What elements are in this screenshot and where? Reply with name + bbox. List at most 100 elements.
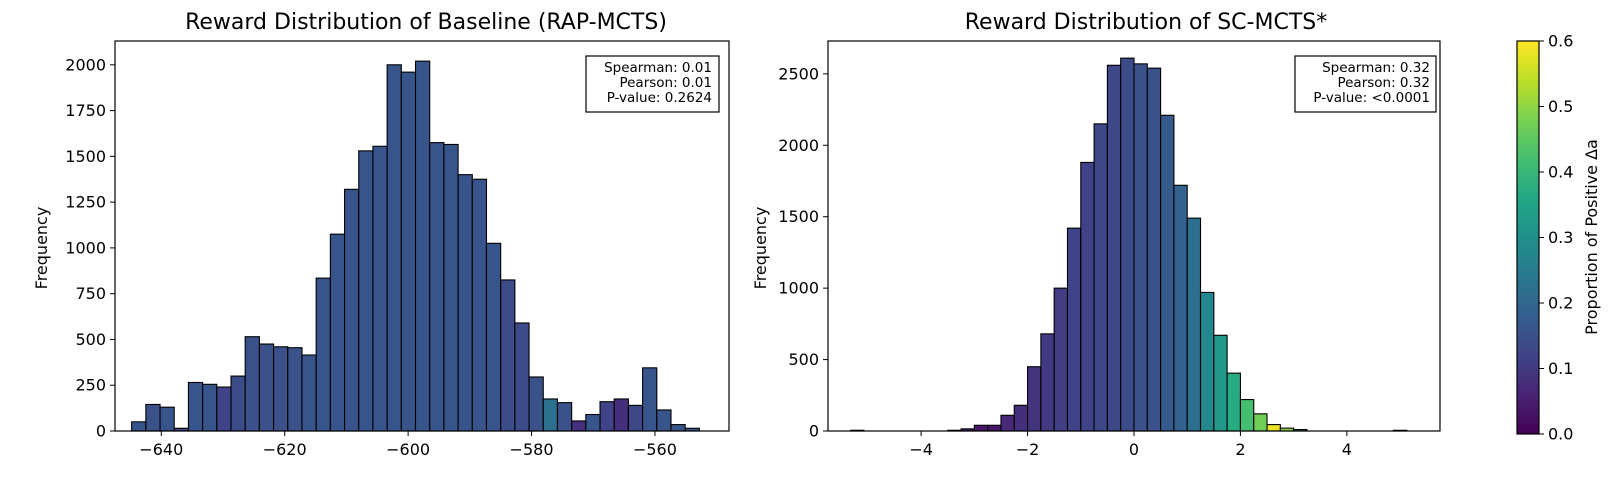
sc-mcts-y-tick-label: 0 bbox=[809, 422, 819, 441]
baseline-bar bbox=[514, 322, 530, 432]
sc-mcts-bar bbox=[987, 424, 1002, 432]
sc-mcts-y-axis-label: Frequency bbox=[751, 207, 770, 290]
sc-mcts-bar bbox=[1080, 161, 1095, 432]
baseline-bar bbox=[372, 145, 388, 432]
sc-mcts-axes: −4 −2 0 2 4 0 500 1000 1500 2000 2500 bbox=[778, 40, 1441, 459]
baseline-bar bbox=[358, 150, 374, 432]
sc-mcts-bar bbox=[1120, 57, 1135, 432]
sc-mcts-bar bbox=[1066, 227, 1082, 432]
baseline-y-tick-label: 1250 bbox=[65, 193, 106, 212]
baseline-axes: −640 −620 −600 −580 −560 0 250 500 750 1000 1250 15… bbox=[65, 40, 730, 459]
baseline-y-tick-label: 1500 bbox=[65, 147, 106, 166]
colorbar-tick-label: 0.6 bbox=[1548, 32, 1573, 51]
colorbar-ticks: 0.0 0.1 0.2 0.3 0.4 0.5 0.6 bbox=[1539, 32, 1573, 444]
sc-mcts-x-tick-label: 2 bbox=[1235, 440, 1245, 459]
sc-mcts-y-tick-label: 1500 bbox=[778, 207, 819, 226]
baseline-bar bbox=[315, 277, 331, 432]
sc-mcts-bar bbox=[1239, 399, 1255, 432]
baseline-bar bbox=[613, 398, 629, 432]
baseline-bar bbox=[187, 381, 204, 432]
baseline-bars bbox=[131, 60, 700, 432]
baseline-bar bbox=[145, 403, 161, 432]
sc-mcts-pearson: Pearson: 0.32 bbox=[1337, 75, 1430, 91]
sc-mcts-stats-box: Spearman: 0.32 Pearson: 0.32 P-value: <0… bbox=[1294, 55, 1437, 113]
baseline-y-axis-label: Frequency bbox=[32, 207, 51, 290]
sc-mcts-bar bbox=[1173, 184, 1188, 432]
sc-mcts-histogram-panel: Reward Distribution of SC-MCTS* Frequenc… bbox=[751, 10, 1441, 459]
colorbar-tick-label: 0.3 bbox=[1548, 228, 1573, 247]
baseline-chart-title: Reward Distribution of Baseline (RAP-MCT… bbox=[185, 10, 667, 35]
baseline-bar bbox=[443, 143, 459, 432]
baseline-bar bbox=[471, 178, 488, 432]
baseline-bar bbox=[585, 413, 601, 432]
baseline-bar bbox=[599, 401, 615, 432]
baseline-p-value: P-value: 0.2624 bbox=[607, 90, 712, 106]
baseline-bar bbox=[571, 420, 587, 432]
baseline-y-tick-label: 750 bbox=[75, 284, 106, 303]
baseline-bar bbox=[500, 279, 516, 432]
sc-mcts-bar bbox=[1133, 63, 1148, 432]
colorbar-tick-label: 0.5 bbox=[1548, 97, 1573, 116]
sc-mcts-bar bbox=[1106, 64, 1122, 432]
baseline-bar bbox=[230, 375, 246, 432]
sc-mcts-y-tick-label: 2000 bbox=[778, 136, 819, 155]
sc-mcts-bar bbox=[1213, 334, 1228, 432]
baseline-y-tick-label: 0 bbox=[96, 422, 106, 441]
colorbar-tick-label: 0.0 bbox=[1548, 425, 1573, 444]
baseline-x-tick-label: −640 bbox=[139, 440, 183, 459]
baseline-bar bbox=[273, 346, 289, 432]
baseline-bar bbox=[542, 398, 559, 432]
sc-mcts-bar bbox=[1040, 333, 1055, 432]
baseline-plot-frame bbox=[114, 40, 730, 432]
baseline-bar bbox=[670, 424, 686, 432]
baseline-bar bbox=[202, 383, 218, 432]
baseline-y-tick-label: 2000 bbox=[65, 55, 106, 74]
baseline-bar bbox=[244, 336, 260, 432]
baseline-bar bbox=[258, 343, 275, 432]
baseline-bar bbox=[485, 242, 502, 432]
baseline-bar bbox=[287, 347, 303, 432]
baseline-bar bbox=[457, 174, 473, 432]
baseline-pearson: Pearson: 0.01 bbox=[619, 75, 712, 91]
baseline-bar bbox=[642, 367, 658, 432]
sc-mcts-bar bbox=[973, 424, 989, 432]
baseline-bar bbox=[216, 386, 232, 432]
baseline-bar bbox=[414, 60, 431, 432]
colorbar-tick-label: 0.2 bbox=[1548, 294, 1573, 313]
sc-mcts-x-tick-label: −2 bbox=[1016, 440, 1040, 459]
baseline-x-tick-label: −580 bbox=[510, 440, 554, 459]
baseline-y-tick-label: 1000 bbox=[65, 238, 106, 257]
baseline-bar bbox=[656, 409, 672, 432]
sc-mcts-bar bbox=[1013, 404, 1029, 432]
sc-mcts-bar bbox=[1186, 217, 1202, 432]
sc-mcts-bar bbox=[1226, 372, 1241, 432]
sc-mcts-bar bbox=[1266, 424, 1281, 432]
sc-mcts-spearman: Spearman: 0.32 bbox=[1322, 60, 1430, 76]
colorbar: 0.0 0.1 0.2 0.3 0.4 0.5 0.6 Proportion of Posi… bbox=[1516, 32, 1601, 444]
sc-mcts-y-tick-label: 1000 bbox=[778, 279, 819, 298]
baseline-x-tick-label: −600 bbox=[386, 440, 430, 459]
baseline-y-tick-label: 250 bbox=[75, 376, 106, 395]
baseline-bar bbox=[159, 406, 175, 432]
sc-mcts-p-value: P-value: <0.0001 bbox=[1313, 90, 1430, 106]
baseline-bar bbox=[400, 71, 417, 432]
baseline-bar bbox=[131, 421, 147, 432]
sc-mcts-bar bbox=[1027, 366, 1042, 432]
baseline-histogram-panel: Reward Distribution of Baseline (RAP-MCT… bbox=[32, 10, 730, 459]
sc-mcts-bar bbox=[1053, 287, 1069, 432]
colorbar-tick-label: 0.4 bbox=[1548, 163, 1573, 182]
baseline-spearman: Spearman: 0.01 bbox=[604, 60, 712, 76]
baseline-bar bbox=[344, 188, 360, 432]
sc-mcts-bar bbox=[1146, 67, 1162, 432]
sc-mcts-y-tick-label: 500 bbox=[788, 350, 819, 369]
baseline-bar bbox=[556, 402, 573, 432]
sc-mcts-bar bbox=[1199, 291, 1215, 432]
sc-mcts-bar bbox=[1160, 114, 1175, 432]
sc-mcts-bar bbox=[1093, 123, 1108, 432]
baseline-bar bbox=[329, 233, 346, 432]
sc-mcts-bar bbox=[1253, 413, 1268, 432]
baseline-stats-box: Spearman: 0.01 Pearson: 0.01 P-value: 0.… bbox=[585, 55, 720, 113]
sc-mcts-x-tick-label: −4 bbox=[909, 440, 933, 459]
baseline-x-tick-label: −560 bbox=[633, 440, 677, 459]
